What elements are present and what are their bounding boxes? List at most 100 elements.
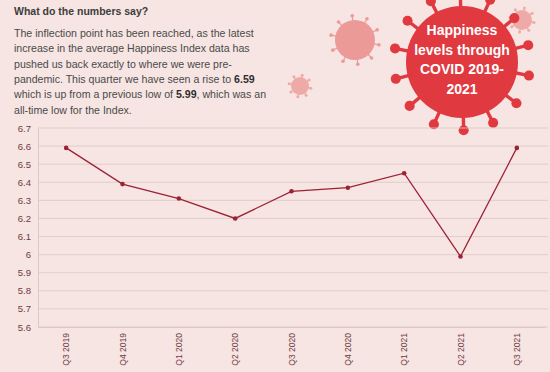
- paragraph-text: 5.99: [176, 88, 197, 100]
- x-tick-label: Q4 2019: [118, 333, 128, 366]
- x-tick: Q3 2020: [287, 327, 297, 366]
- virus-knob: [511, 98, 521, 108]
- y-tick: 5.9: [18, 267, 38, 278]
- x-tick-label: Q2 2021: [456, 333, 466, 366]
- y-tick: 5.7: [18, 303, 38, 314]
- grid-line: [38, 290, 548, 291]
- x-tick: Q1 2020: [174, 327, 184, 366]
- data-point: [402, 171, 407, 176]
- paragraph-text: , which was an: [197, 88, 267, 100]
- y-tick: 5.8: [18, 285, 38, 296]
- virus-knob: [518, 30, 521, 33]
- y-tick: 6.6: [18, 141, 38, 152]
- x-tick-label: Q1 2020: [174, 333, 184, 366]
- x-axis-line: [39, 327, 546, 328]
- grid-line: [38, 128, 548, 129]
- chart-root: Happinesslevels throughCOVID 2019-2021Wh…: [0, 0, 550, 372]
- virus-knob: [288, 82, 291, 85]
- virus-knob: [488, 118, 498, 128]
- virus-knob: [308, 78, 311, 81]
- badge-title: Happinesslevels throughCOVID 2019-2021: [414, 22, 510, 97]
- badge-title-line: COVID 2019-: [420, 61, 504, 77]
- virus-knob: [309, 87, 312, 90]
- virus-knob: [403, 16, 413, 26]
- grid-line: [38, 182, 548, 183]
- y-tick: 5.6: [18, 322, 38, 333]
- x-tick-label: Q1 2021: [399, 333, 409, 366]
- grid-line: [38, 308, 548, 309]
- data-point: [64, 146, 69, 151]
- y-tick-label: 6.3: [18, 195, 31, 206]
- paragraph-line: all-time low for the Index.: [14, 104, 132, 116]
- virus-knob: [289, 91, 292, 94]
- virus-decoration: [390, 0, 534, 135]
- virus-knob: [527, 29, 530, 32]
- y-tick-label: 5.7: [18, 303, 31, 314]
- paragraph-line: which is up from a previous low of 5.99,…: [13, 88, 266, 100]
- grid-line: [38, 254, 548, 255]
- virus-body: [406, 6, 518, 118]
- virus-knob: [337, 20, 341, 24]
- paragraph-line: increase in the average Happiness Index …: [14, 42, 250, 54]
- virus-knob: [301, 74, 304, 77]
- y-tick-label: 5.6: [18, 322, 31, 333]
- paragraph-text: The inflection point has been reached, a…: [14, 27, 254, 39]
- y-tick: 6.5: [18, 159, 38, 170]
- y-tick-label: 6.6: [18, 141, 31, 152]
- paragraph-text: pandemic. This quarter we have seen a ri…: [14, 73, 234, 85]
- x-tick: Q1 2021: [399, 327, 409, 366]
- paragraph-line: The inflection point has been reached, a…: [14, 27, 254, 39]
- y-tick: 6.2: [18, 213, 38, 224]
- grid-line: [38, 164, 548, 165]
- virus-body: [291, 77, 309, 95]
- grid-line: [38, 146, 548, 147]
- y-tick: 6.1: [18, 231, 38, 242]
- x-tick-label: Q3 2021: [512, 333, 522, 366]
- virus-knob: [524, 71, 534, 81]
- virus-knob: [531, 12, 534, 15]
- data-point: [515, 146, 520, 151]
- virus-decoration: [288, 74, 313, 99]
- virus-knob: [341, 59, 345, 63]
- data-point: [458, 254, 463, 259]
- virus-decoration: [509, 7, 536, 34]
- y-tick: 6: [26, 249, 38, 260]
- paragraph-text: 6.59: [234, 73, 255, 85]
- y-tick-label: 5.9: [18, 267, 31, 278]
- virus-knob: [510, 25, 513, 28]
- data-point: [177, 196, 182, 201]
- paragraph-text: pushed us back exactly to where we were …: [14, 58, 232, 70]
- x-tick-label: Q4 2020: [343, 333, 353, 366]
- virus-knob: [331, 48, 335, 52]
- y-tick: 6.4: [18, 177, 38, 188]
- y-tick-label: 6.5: [18, 159, 31, 170]
- x-axis: Q3 2019 Q4 2019 Q1 2020 Q2 2020 Q3 2020 Q4 20…: [39, 327, 546, 366]
- virus-knob: [375, 28, 379, 32]
- y-tick-label: 5.8: [18, 285, 31, 296]
- data-point: [346, 185, 351, 190]
- badge-title-line: 2021: [446, 81, 477, 97]
- y-tick-label: 6.7: [18, 123, 31, 134]
- virus-body: [335, 20, 375, 60]
- paragraph-line: pandemic. This quarter we have seen a ri…: [14, 73, 255, 85]
- y-tick: 6.3: [18, 195, 38, 206]
- virus-knob: [426, 0, 436, 6]
- x-tick: Q3 2021: [512, 327, 522, 366]
- plot-area: [64, 146, 519, 259]
- y-tick-label: 6.2: [18, 213, 31, 224]
- y-axis: 5.6 5.7 5.8 5.9 6 6.1 6.2 6.3 6.4 6.5 6.6 6.7: [18, 123, 39, 333]
- grid-line: [38, 327, 548, 328]
- virus-knob: [391, 74, 401, 84]
- virus-knob: [523, 7, 526, 10]
- virus-knob: [356, 62, 360, 66]
- x-tick-label: Q3 2019: [61, 333, 71, 366]
- data-line: [66, 148, 517, 257]
- x-tick: Q3 2019: [61, 327, 71, 366]
- grid-line: [38, 200, 548, 201]
- virus-knob: [532, 21, 535, 24]
- virus-knob: [370, 56, 374, 60]
- paragraph-text: increase in the average Happiness Index …: [14, 42, 250, 54]
- virus-knob: [485, 0, 495, 5]
- x-tick: Q2 2020: [230, 327, 240, 366]
- heading: What do the numbers say?: [14, 5, 148, 17]
